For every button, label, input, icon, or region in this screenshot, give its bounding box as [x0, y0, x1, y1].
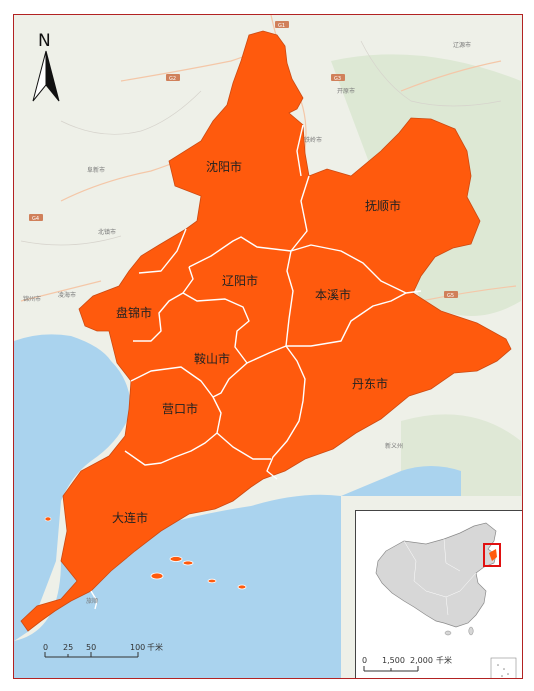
border-line	[60, 90, 202, 135]
boundary-liaoyang-anshan	[182, 266, 287, 364]
basemap-label: 铁岭市	[304, 136, 322, 144]
city-label-dalian: 大连市	[112, 510, 148, 525]
road-badge-5: G5	[444, 291, 458, 299]
scale-bar: 0 25 50 100 千米	[43, 642, 163, 658]
road	[420, 285, 517, 302]
basemap-label: 锦州市	[23, 295, 41, 303]
boundary-panjin-north	[138, 228, 187, 274]
inset-map: 0 1,500 2,000 千米	[355, 510, 522, 678]
basemap-label: 新义州	[385, 442, 403, 450]
boundary-liaoyang-benxi	[285, 250, 294, 347]
road-badge-3: G3	[331, 74, 345, 82]
bohai-sea	[14, 334, 131, 641]
road-badge-text: G1	[278, 23, 285, 29]
island	[237, 584, 247, 590]
city-label-shenyang: 沈阳市	[206, 159, 242, 174]
inset-scale-label: 2,000	[410, 656, 433, 665]
city-label-anshan: 鞍山市	[194, 351, 230, 366]
scale-unit: 千米	[147, 642, 163, 652]
boundary-anshan-dandong	[266, 345, 306, 480]
province-line	[445, 596, 449, 616]
hainan	[444, 630, 452, 636]
island	[182, 560, 194, 566]
basemap-borders	[20, 40, 502, 246]
island	[207, 578, 217, 584]
province-line	[403, 540, 427, 592]
scale-label: 100	[130, 643, 145, 652]
inset-canvas: 0 1,500 2,000 千米	[356, 511, 522, 678]
south-china-sea-islands	[497, 664, 509, 677]
road	[20, 280, 102, 302]
basemap-label: 开原市	[337, 87, 355, 95]
road-badge-bg	[29, 214, 43, 221]
boundary-anshan-yingkou	[212, 362, 248, 398]
city-label-dandong: 丹东市	[352, 376, 388, 391]
island	[44, 516, 52, 522]
north-arrow-label: N	[38, 31, 51, 51]
north-arrow-right-half	[45, 50, 60, 102]
city-label-fushun: 抚顺市	[365, 198, 401, 213]
study-area-highlight	[489, 549, 497, 561]
south-china-sea-box	[490, 657, 517, 678]
road-badge-4: G4	[29, 214, 43, 222]
scale-label: 25	[63, 643, 73, 652]
road-badge-text: G4	[32, 216, 39, 222]
city-label-panjin: 盘锦市	[116, 305, 152, 320]
study-region	[20, 30, 512, 632]
road-badge-1: G1	[275, 21, 289, 29]
inset-scale-unit: 千米	[436, 655, 452, 665]
border-line	[20, 235, 122, 246]
road-badge-text: G3	[334, 76, 341, 82]
island-dot	[507, 673, 509, 675]
road-badge-text: G2	[169, 76, 176, 82]
basemap-label: 凌海市	[58, 291, 76, 299]
boundary-benxi-dandong	[286, 292, 407, 347]
study-area-box	[483, 543, 501, 567]
china-outline	[375, 522, 497, 628]
west-korea-bay	[341, 466, 461, 496]
basemap-label: 辽源市	[453, 41, 471, 49]
boundary-anshan-dalian	[216, 432, 271, 460]
island	[150, 572, 164, 580]
province-line	[425, 572, 477, 598]
city-boundaries	[90, 124, 422, 610]
road	[400, 60, 502, 92]
road-badge-text: G5	[447, 293, 454, 299]
island-dot	[503, 668, 505, 670]
province-line	[443, 538, 461, 572]
boundary-lvshun	[90, 590, 98, 610]
basemap-label: 旅顺	[86, 597, 98, 605]
road-badge-bg	[275, 21, 289, 28]
island-dot	[501, 675, 503, 677]
map-frame: 沈阳市 抚顺市 辽阳市 本溪市 盘锦市 鞍山市 丹东市 营口市 大连市 辽源市 …	[13, 14, 523, 679]
basemap-label: 北镇市	[98, 228, 116, 236]
scale-label: 50	[86, 643, 96, 652]
island-dot	[497, 664, 499, 666]
north-arrow: N	[32, 31, 60, 102]
road-badge-bg	[444, 291, 458, 298]
city-label-yingkou: 营口市	[162, 401, 198, 416]
boundary-shenyang-fushun	[296, 124, 304, 177]
boundary-shenyang-south	[188, 175, 310, 268]
city-label-liaoyang: 辽阳市	[222, 273, 258, 288]
province-lines	[403, 538, 477, 616]
inset-scale-label: 1,500	[382, 656, 405, 665]
road-badge-2: G2	[166, 74, 180, 82]
map-canvas: 沈阳市 抚顺市 辽阳市 本溪市 盘锦市 鞍山市 丹东市 营口市 大连市 辽源市 …	[14, 15, 522, 678]
scale-label: 0	[43, 643, 48, 652]
yellow-sea	[14, 494, 341, 678]
border-line	[360, 40, 502, 107]
inset-scale-label: 0	[362, 656, 367, 665]
boundary-panjin-anshan	[133, 292, 184, 342]
island	[169, 556, 183, 562]
road-badge-bg	[331, 74, 345, 81]
basemap-label: 阜新市	[87, 166, 105, 174]
city-label-benxi: 本溪市	[315, 287, 351, 302]
taiwan	[468, 626, 474, 636]
road-badge-bg	[166, 74, 180, 81]
